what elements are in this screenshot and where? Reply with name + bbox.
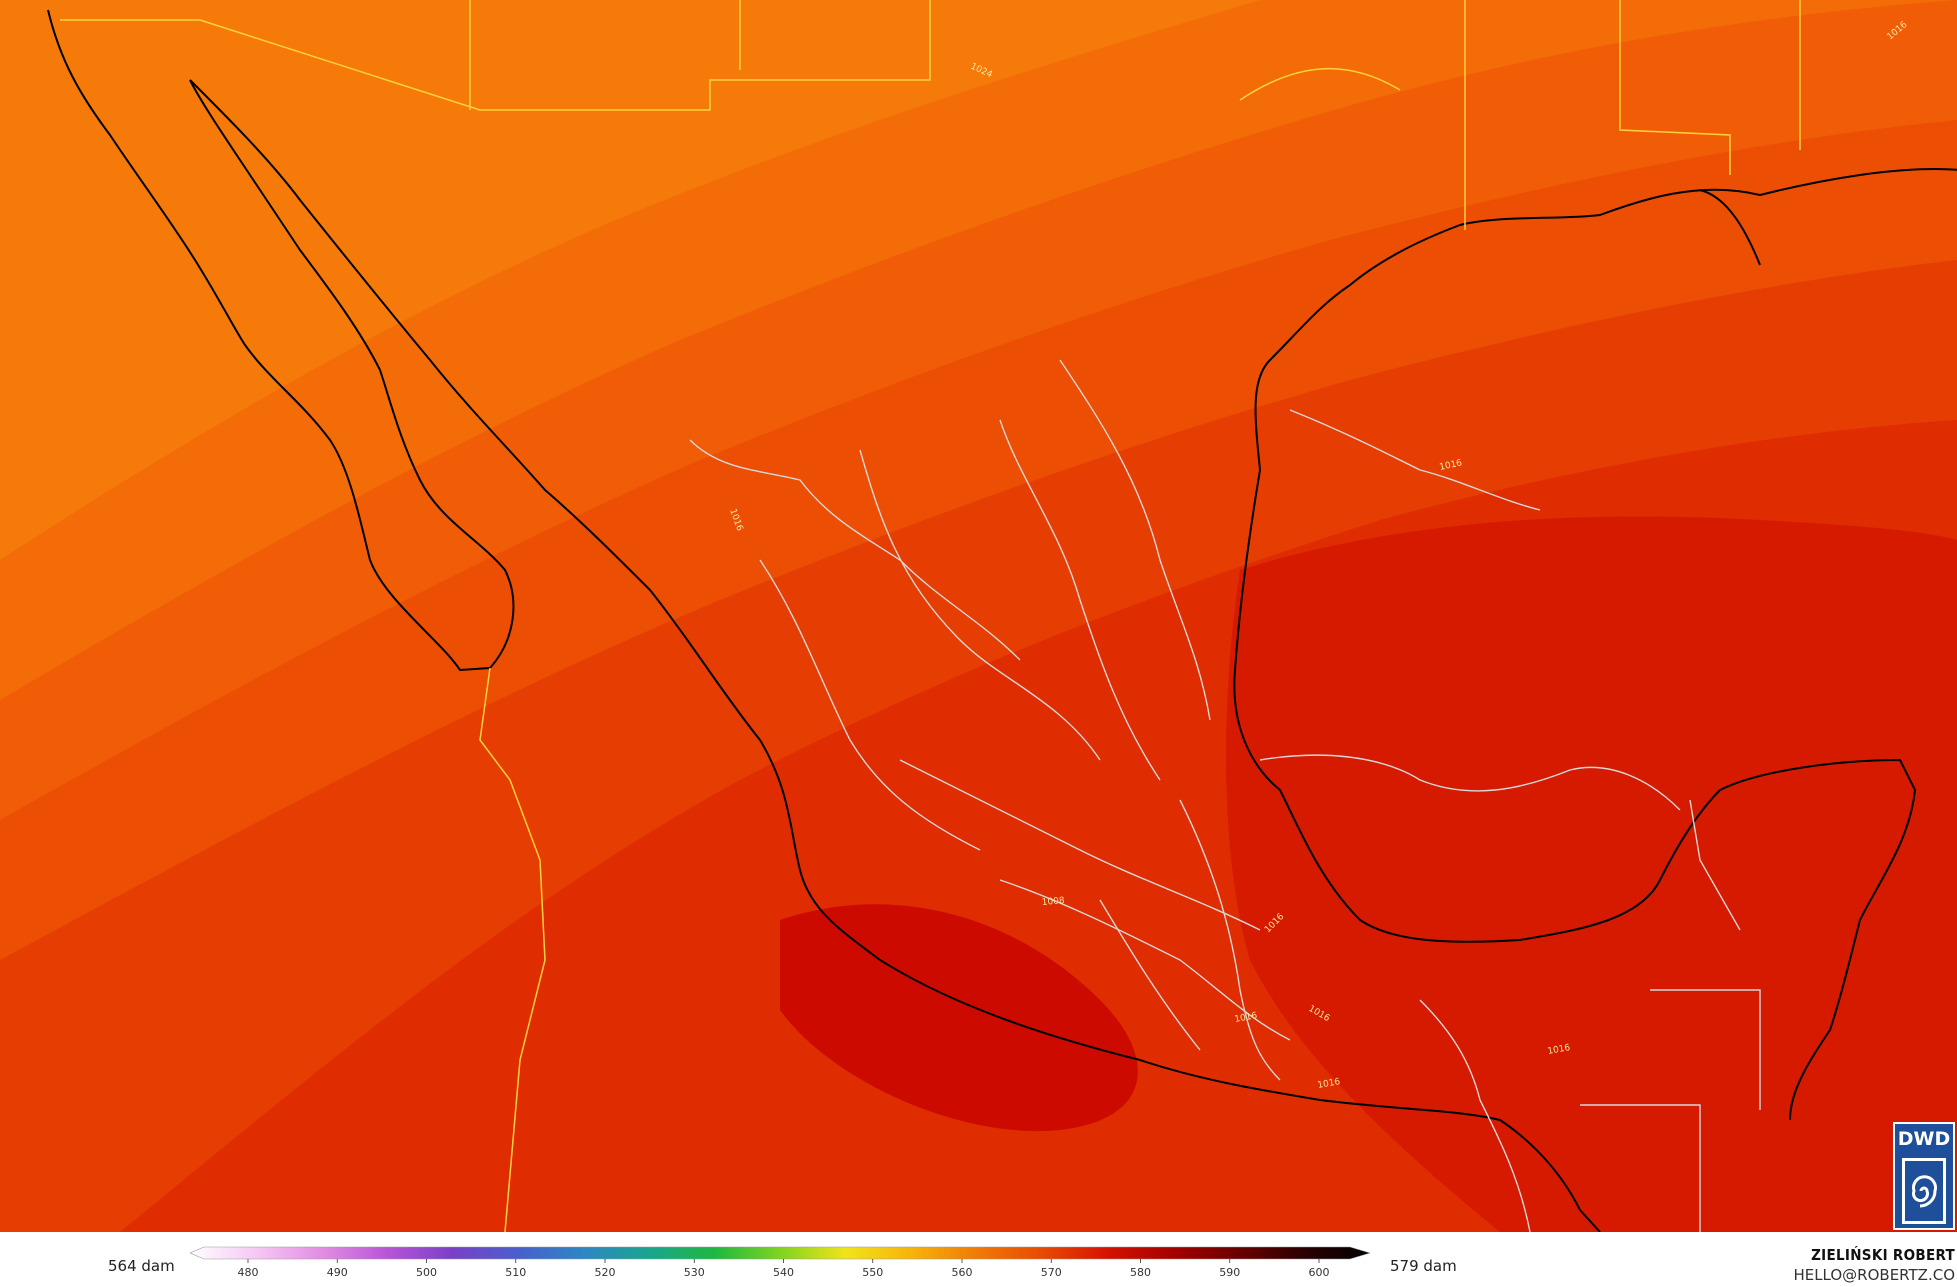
scale-tick-label: 560 (952, 1266, 973, 1279)
state-border (859, 449, 1101, 761)
maritime-border (479, 667, 546, 1232)
color-scale: 480 490 500 510 520 530 540 550 560 570 580 590 600 (190, 1246, 1372, 1279)
state-border (60, 0, 931, 111)
field-band (780, 904, 1138, 1132)
field-band (1226, 516, 1957, 1232)
contour-label: 1008 (1041, 896, 1065, 908)
state-border (1689, 799, 1741, 931)
geopotential-map: 1024 1016 1016 1016 1008 1016 1016 1016 … (0, 0, 1957, 1232)
contour-label: 1016 (1547, 1043, 1572, 1057)
legend-bar: 564 dam 480 490 500 510 520 530 540 550 560 570 58… (0, 1232, 1957, 1287)
state-border (1619, 0, 1731, 175)
scale-tick-label: 600 (1309, 1266, 1330, 1279)
scale-tick-label: 490 (327, 1266, 348, 1279)
coastline (1699, 189, 1761, 266)
state-border (999, 879, 1291, 1041)
coastline-lines (47, 9, 1957, 1232)
swirl-icon (1902, 1158, 1946, 1224)
scale-tick-label: 570 (1041, 1266, 1062, 1279)
map-area: 1024 1016 1016 1016 1008 1016 1016 1016 … (0, 0, 1957, 1232)
state-border (1259, 754, 1681, 811)
dwd-logo: DWD (1893, 1122, 1955, 1230)
color-scale-ticks: 480 490 500 510 520 530 540 550 560 570 580 590 600 (238, 1259, 1330, 1279)
scale-tick-label: 520 (595, 1266, 616, 1279)
state-border (1099, 899, 1201, 1051)
state-border (899, 759, 1261, 931)
scale-tick-label: 550 (862, 1266, 883, 1279)
scale-tick-label: 500 (416, 1266, 437, 1279)
state-border (1650, 989, 1761, 1110)
credit-name: ZIELIŃSKI ROBERT (1811, 1246, 1955, 1264)
scale-tick-label: 540 (773, 1266, 794, 1279)
scale-tick-label: 590 (1219, 1266, 1240, 1279)
state-border (999, 419, 1161, 781)
color-scale-bar (190, 1246, 1372, 1260)
coastline (189, 79, 1601, 1232)
state-border (1059, 359, 1211, 721)
legend-min-label: 564 dam (108, 1257, 175, 1275)
scale-tick-label: 530 (684, 1266, 705, 1279)
state-border (1419, 999, 1531, 1232)
border-lines-grey (689, 359, 1761, 1232)
scale-tick-label: 580 (1130, 1266, 1151, 1279)
contour-label: 1016 (1317, 1077, 1342, 1091)
contour-label: 1016 (1234, 1011, 1259, 1025)
scale-tick-label: 480 (238, 1266, 259, 1279)
state-border (1179, 799, 1281, 1081)
state-border (689, 439, 1021, 661)
border-lines-yellow (60, 0, 1801, 1232)
dwd-logo-text: DWD (1897, 1128, 1951, 1150)
state-border (1580, 1104, 1701, 1232)
credit-email: HELLO@ROBERTZ.CO (1793, 1266, 1955, 1284)
maritime-border (1239, 67, 1401, 101)
coastline (47, 9, 515, 671)
scale-tick-label: 510 (505, 1266, 526, 1279)
state-border (1289, 409, 1541, 511)
contour-label: 1016 (1439, 458, 1464, 473)
coastline (1233, 168, 1957, 1121)
legend-max-label: 579 dam (1390, 1257, 1457, 1275)
state-border (759, 559, 981, 851)
